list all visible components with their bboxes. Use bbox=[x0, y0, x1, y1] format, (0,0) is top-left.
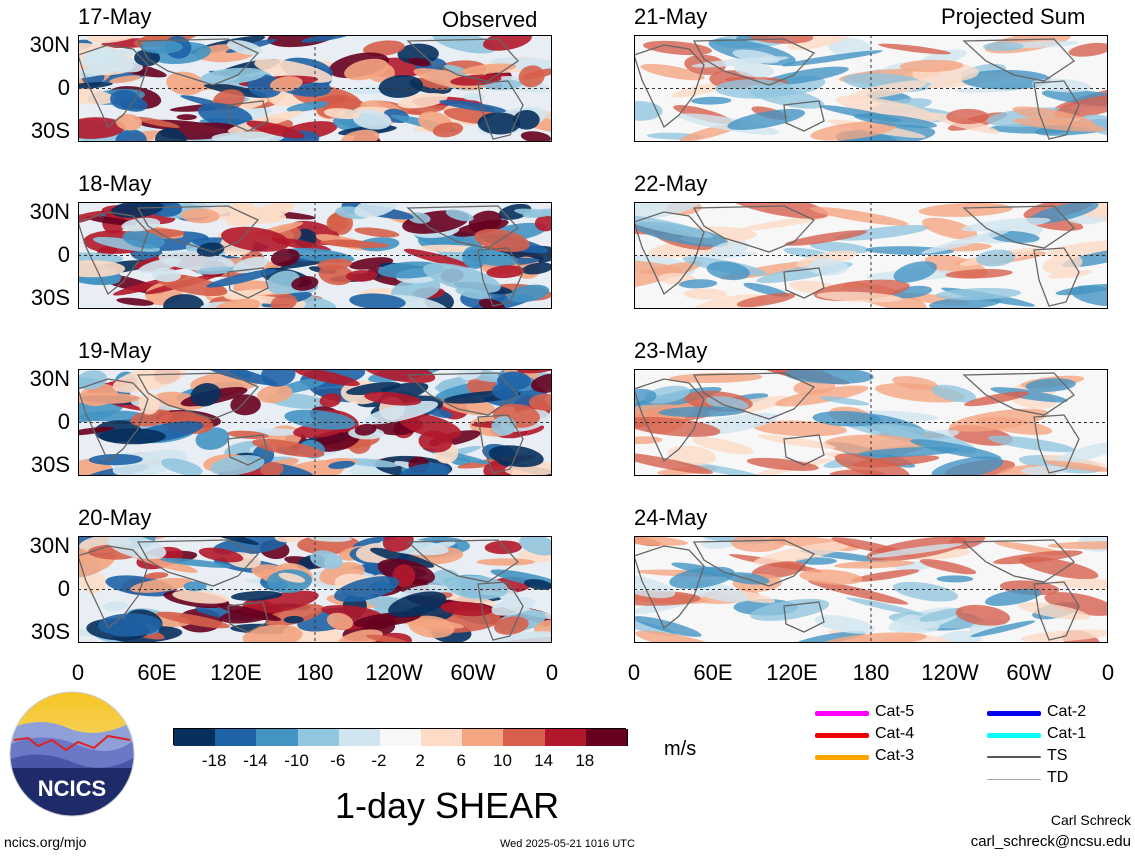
footer-author: Carl Schreck bbox=[1050, 812, 1131, 828]
lon-label: 60E bbox=[137, 660, 177, 685]
legend-line bbox=[987, 710, 1041, 716]
date-label: 23-May bbox=[634, 338, 708, 363]
lat-label: 30S bbox=[30, 118, 70, 143]
colorbar: -18 -14 -10 -6 -2 2 6 10 14 18 bbox=[173, 728, 628, 770]
legend-line bbox=[815, 732, 869, 738]
colorbar-tick-label: 14 bbox=[534, 751, 554, 770]
map-panel-observed-1 bbox=[78, 35, 552, 142]
lat-label: 30N bbox=[29, 199, 70, 224]
legend-label: TD bbox=[1047, 769, 1069, 786]
colorbar-tick-label: -6 bbox=[330, 751, 346, 770]
map-panel-projected-1 bbox=[634, 35, 1108, 142]
colorbar-tick-label: 2 bbox=[415, 751, 425, 770]
colorbar-swatch bbox=[379, 729, 423, 746]
observed-header: Observed bbox=[442, 7, 538, 32]
map-panel-projected-3 bbox=[634, 369, 1108, 476]
lon-label: 120W bbox=[921, 660, 979, 685]
lon-label: 0 bbox=[627, 660, 641, 685]
map-panel-observed-4 bbox=[78, 536, 552, 643]
colorbar-swatch bbox=[174, 729, 217, 746]
colorbar-tick-label: 10 bbox=[492, 751, 512, 770]
logo-text: NCICS bbox=[38, 776, 106, 801]
date-label: 19-May bbox=[78, 338, 152, 363]
plot-title: 1-day SHEAR bbox=[335, 785, 560, 826]
map-panel-observed-2 bbox=[78, 202, 552, 309]
colorbar-tick-label: -2 bbox=[371, 751, 387, 770]
lon-label: 120E bbox=[210, 660, 262, 685]
projected-header: Projected Sum bbox=[941, 4, 1086, 29]
legend-label: Cat-3 bbox=[875, 747, 915, 764]
date-label: 21-May bbox=[634, 4, 708, 29]
colorbar-tick-label: -10 bbox=[284, 751, 309, 770]
lon-label: 60W bbox=[1006, 660, 1052, 685]
legend-label: Cat-1 bbox=[1047, 725, 1087, 742]
ncics-logo: NCICS bbox=[9, 691, 135, 817]
lon-label: 0 bbox=[1101, 660, 1115, 685]
colorbar-swatch bbox=[256, 729, 299, 746]
legend-label: Cat-2 bbox=[1047, 703, 1087, 720]
date-label: 20-May bbox=[78, 505, 152, 530]
lat-label: 30N bbox=[29, 366, 70, 391]
lat-label: 0 bbox=[57, 409, 70, 434]
colorbar-tick-label: -18 bbox=[201, 751, 227, 770]
lon-label: 180 bbox=[296, 660, 334, 685]
lon-label: 120E bbox=[766, 660, 818, 685]
legend-line bbox=[987, 732, 1041, 738]
lat-label: 30S bbox=[30, 619, 70, 644]
date-label: 18-May bbox=[78, 171, 152, 196]
lon-label: 0 bbox=[545, 660, 559, 685]
footer-url[interactable]: ncics.org/mjo bbox=[4, 834, 87, 850]
date-label: 24-May bbox=[634, 505, 708, 530]
legend-line bbox=[987, 756, 1041, 758]
lat-label: 30N bbox=[29, 533, 70, 558]
map-panel-projected-4 bbox=[634, 536, 1108, 643]
lat-label: 0 bbox=[57, 75, 70, 100]
storm-legend: Cat-5 Cat-4 Cat-3 Cat-2 Cat-1 TS TD bbox=[815, 703, 1115, 793]
colorbar-swatch bbox=[544, 729, 587, 746]
lat-label: 0 bbox=[57, 576, 70, 601]
legend-line bbox=[815, 710, 869, 716]
colorbar-swatch bbox=[297, 729, 340, 746]
colorbar-tick-label: 18 bbox=[575, 751, 595, 770]
footer-timestamp: Wed 2025-05-21 1016 UTC bbox=[500, 838, 635, 850]
lon-label: 60W bbox=[450, 660, 496, 685]
colorbar-swatch bbox=[338, 729, 381, 746]
lon-label: 60E bbox=[693, 660, 733, 685]
map-panel-observed-3 bbox=[78, 369, 552, 476]
date-label: 22-May bbox=[634, 171, 708, 196]
colorbar-swatch bbox=[462, 729, 505, 746]
lon-label: 0 bbox=[71, 660, 85, 685]
lon-label: 120W bbox=[365, 660, 423, 685]
colorbar-swatch bbox=[215, 729, 258, 746]
legend-line bbox=[815, 754, 869, 760]
colorbar-swatch bbox=[421, 729, 464, 746]
colorbar-swatch bbox=[585, 729, 628, 746]
lon-label: 180 bbox=[852, 660, 890, 685]
legend-label: Cat-4 bbox=[875, 725, 915, 742]
colorbar-tick-label: -14 bbox=[243, 751, 268, 770]
date-label: 17-May bbox=[78, 4, 152, 29]
lat-label: 30S bbox=[30, 452, 70, 477]
legend-label: TS bbox=[1047, 747, 1068, 764]
colorbar-swatch bbox=[503, 729, 546, 746]
lat-label: 30S bbox=[30, 285, 70, 310]
map-panel-projected-2 bbox=[634, 202, 1108, 309]
footer-email[interactable]: carl_schreck@ncsu.edu bbox=[970, 833, 1131, 850]
legend-label: Cat-5 bbox=[875, 703, 915, 720]
lat-label: 30N bbox=[29, 32, 70, 57]
lat-label: 0 bbox=[57, 242, 70, 267]
colorbar-tick-label: 6 bbox=[456, 751, 466, 770]
colorbar-unit: m/s bbox=[664, 738, 697, 760]
legend-line bbox=[987, 778, 1041, 780]
